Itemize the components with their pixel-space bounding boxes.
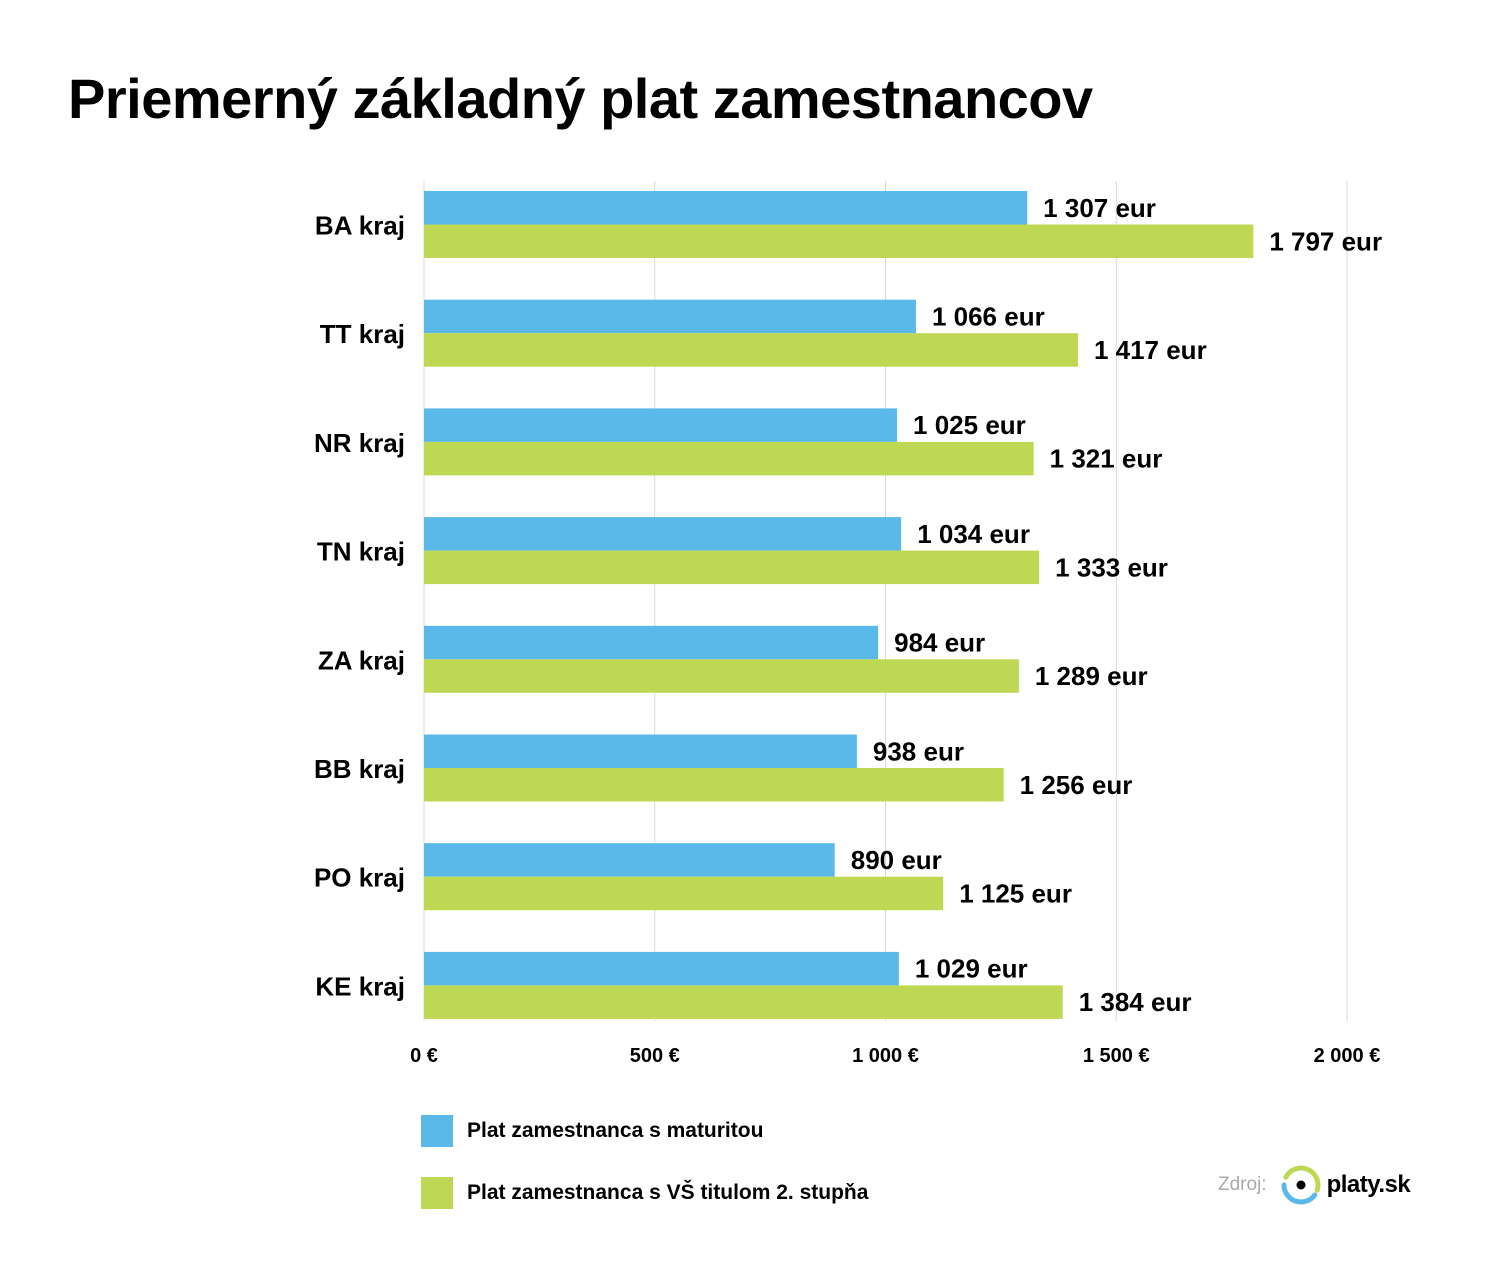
bar-chart: 0 € 500 € 1 000 € 1 500 € 2 000 € 1 307 eur 1 … xyxy=(314,181,1382,1067)
data-label: 1 034 eur xyxy=(917,519,1030,549)
legend-label-maturita: Plat zamestnanca s maturitou xyxy=(467,1119,764,1142)
platy-logo-icon xyxy=(1281,1165,1321,1205)
data-label: 1 417 eur xyxy=(1094,335,1207,365)
source-credit: Zdroj: platy.sk xyxy=(1218,1163,1411,1207)
data-label: 1 321 eur xyxy=(1050,444,1163,474)
x-tick-label: 0 € xyxy=(410,1045,438,1067)
bar xyxy=(424,734,857,768)
x-tick-label: 500 € xyxy=(630,1045,680,1067)
data-label: 1 256 eur xyxy=(1020,770,1133,800)
logo-arc xyxy=(1281,1182,1317,1205)
legend-swatch-maturita xyxy=(421,1115,453,1147)
data-label: 890 eur xyxy=(851,845,942,875)
data-label: 1 066 eur xyxy=(932,301,1045,331)
bar xyxy=(424,224,1254,258)
bar xyxy=(424,659,1019,693)
bar xyxy=(424,625,879,660)
category-label: TT kraj xyxy=(320,319,405,349)
category-label: PO kraj xyxy=(314,863,405,893)
category-label: TN kraj xyxy=(317,537,405,567)
category-label: ZA kraj xyxy=(318,645,405,675)
data-label: 1 289 eur xyxy=(1035,661,1148,691)
bar xyxy=(424,333,1078,367)
x-tick-label: 1 000 € xyxy=(852,1045,919,1067)
data-label: 1 384 eur xyxy=(1079,987,1192,1017)
bar xyxy=(424,191,1028,225)
logo-dot xyxy=(1296,1180,1306,1190)
category-label: NR kraj xyxy=(314,428,405,458)
legend-item-vs: Plat zamestnanca s VŠ titulom 2. stupňa xyxy=(421,1177,868,1209)
bar xyxy=(424,843,835,877)
bar xyxy=(424,876,944,911)
data-label: 1 029 eur xyxy=(915,954,1028,984)
data-label: 1 307 eur xyxy=(1043,193,1156,223)
data-label: 938 eur xyxy=(873,736,964,766)
x-tick-label: 2 000 € xyxy=(1314,1045,1381,1067)
category-label: KE kraj xyxy=(315,971,405,1001)
category-label: BB kraj xyxy=(314,754,405,784)
bar xyxy=(424,441,1034,476)
source-brand: platy.sk xyxy=(1326,1171,1411,1198)
data-label: 1 025 eur xyxy=(913,410,1026,440)
legend-swatch-vs xyxy=(421,1177,453,1209)
data-label: 1 333 eur xyxy=(1055,552,1168,582)
x-tick-label: 1 500 € xyxy=(1083,1045,1150,1067)
category-label: BA kraj xyxy=(315,211,405,241)
data-label: 1 797 eur xyxy=(1269,226,1382,256)
legend-item-maturita: Plat zamestnanca s maturitou xyxy=(421,1115,763,1147)
logo-arc xyxy=(1282,1165,1321,1193)
data-label: 984 eur xyxy=(894,628,985,658)
chart-title: Priemerný základný plat zamestnancov xyxy=(68,67,1093,130)
data-label: 1 125 eur xyxy=(959,878,1072,908)
bar xyxy=(424,408,898,442)
bar xyxy=(424,768,1004,802)
bar xyxy=(424,517,902,551)
legend-label-vs: Plat zamestnanca s VŠ titulom 2. stupňa xyxy=(467,1181,869,1204)
bar xyxy=(424,550,1040,585)
bar xyxy=(424,299,916,334)
source-label: Zdroj: xyxy=(1218,1174,1267,1195)
bar xyxy=(424,985,1063,1019)
bar xyxy=(424,951,899,986)
